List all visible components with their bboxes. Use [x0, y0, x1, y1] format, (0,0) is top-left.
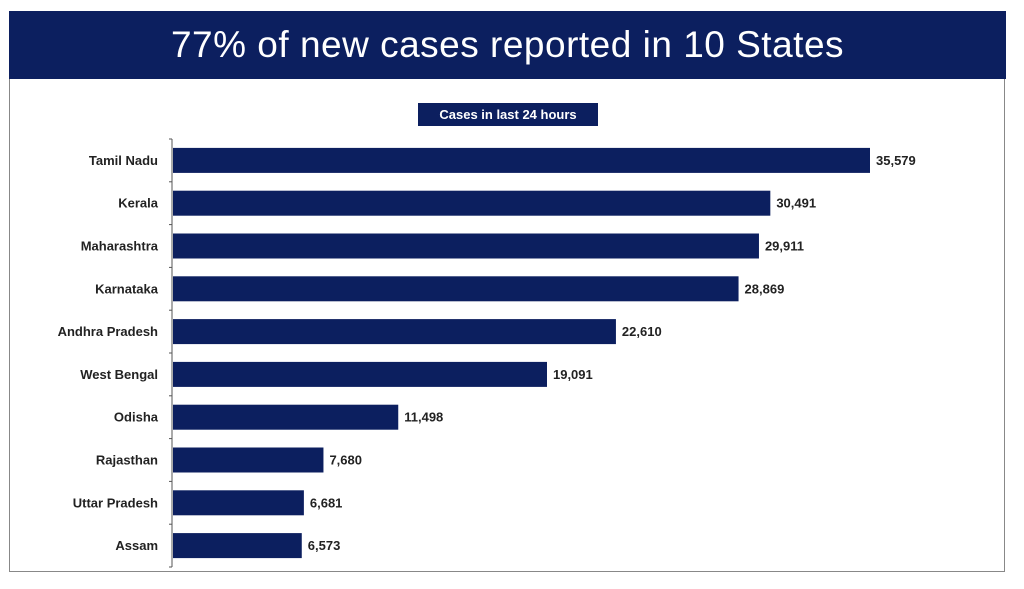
category-label: Rajasthan [96, 453, 158, 468]
bar [173, 404, 399, 430]
value-label: 11,498 [404, 410, 443, 425]
value-label: 6,573 [308, 538, 341, 553]
bar [173, 147, 870, 173]
category-label: Andhra Pradesh [58, 324, 158, 339]
bar [173, 233, 759, 259]
category-label: Kerala [118, 196, 159, 211]
category-label: Odisha [114, 410, 159, 425]
chart-title: Cases in last 24 hours [418, 103, 598, 126]
value-label: 19,091 [553, 367, 593, 382]
bar [173, 490, 304, 516]
value-label: 28,869 [745, 281, 785, 296]
headline-banner: 77% of new cases reported in 10 States [9, 11, 1006, 79]
value-label: 6,681 [310, 495, 343, 510]
value-label: 7,680 [329, 453, 362, 468]
bar [173, 533, 302, 559]
value-label: 29,911 [765, 239, 804, 254]
value-label: 30,491 [776, 196, 816, 211]
value-label: 35,579 [876, 153, 916, 168]
value-label: 22,610 [622, 324, 662, 339]
category-label: Karnataka [95, 281, 159, 296]
category-label: Assam [115, 538, 158, 553]
bar [173, 319, 616, 345]
bar [173, 190, 771, 216]
category-label: West Bengal [80, 367, 158, 382]
chart-panel [9, 79, 1005, 572]
bar [173, 276, 739, 302]
category-label: Uttar Pradesh [73, 495, 158, 510]
category-label: Maharashtra [81, 239, 159, 254]
bar [173, 447, 324, 473]
bar [173, 361, 547, 387]
category-label: Tamil Nadu [89, 153, 158, 168]
